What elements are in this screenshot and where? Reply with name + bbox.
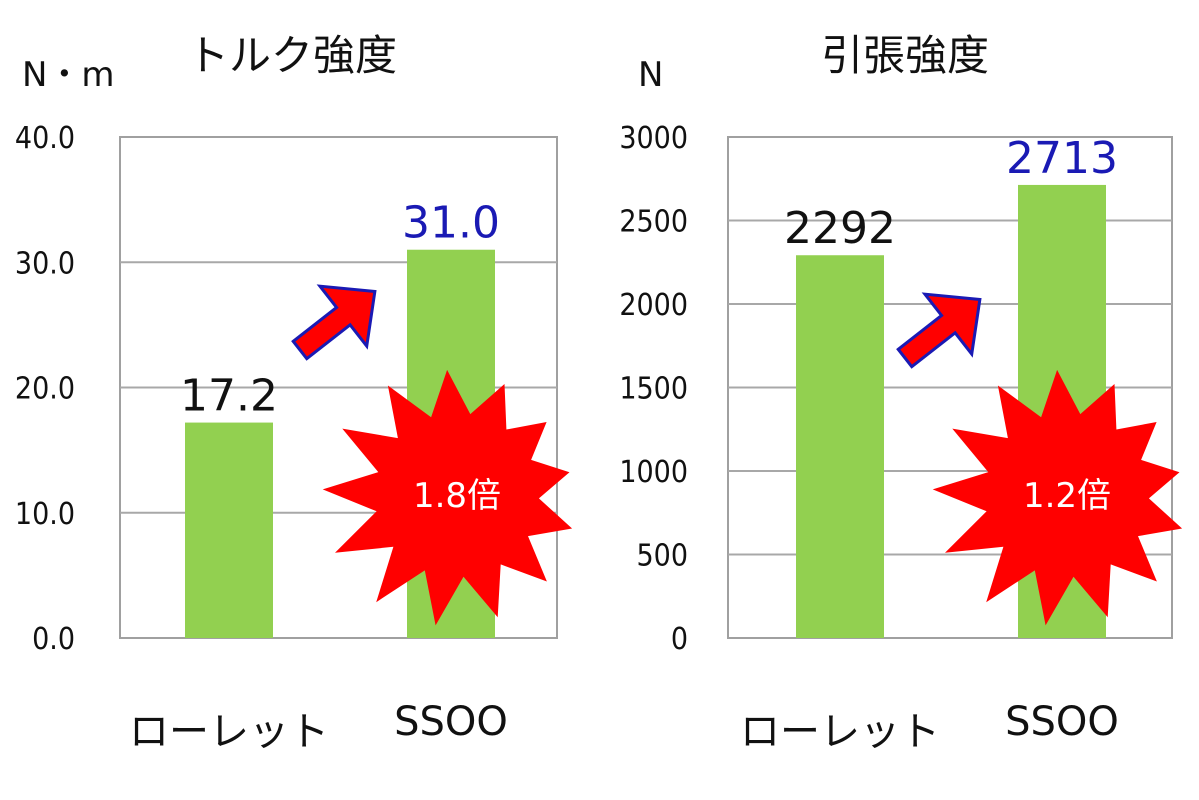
- starburst-icon: [322, 369, 573, 626]
- category-label: ローレット: [129, 709, 329, 755]
- arrow-shape: [291, 284, 377, 361]
- chart-title: 引張強度: [821, 31, 989, 80]
- callout-burst: 1.2倍: [932, 369, 1183, 626]
- y-axis-unit: N: [638, 55, 663, 95]
- y-tick-label: 30.0: [15, 246, 75, 281]
- starburst-icon: [932, 369, 1183, 626]
- category-label: SSOO: [1005, 699, 1119, 745]
- data-label: 2292: [784, 203, 896, 254]
- y-tick-label: 10.0: [15, 497, 75, 532]
- y-tick-label: 0.0: [32, 622, 75, 657]
- y-tick-label: 0: [671, 622, 688, 657]
- y-tick-label: 1500: [619, 372, 688, 407]
- bar: [185, 422, 273, 638]
- y-tick-label: 1000: [619, 455, 688, 490]
- data-label: 17.2: [180, 371, 278, 422]
- category-label: ローレット: [740, 709, 940, 755]
- arrow-icon: [291, 284, 377, 361]
- chart-title: トルク強度: [187, 31, 397, 80]
- category-label: SSOO: [394, 699, 508, 745]
- y-tick-label: 40.0: [15, 121, 75, 156]
- callout-burst: 1.8倍: [322, 369, 573, 626]
- y-tick-label: 2500: [619, 205, 688, 240]
- y-tick-label: 2000: [619, 288, 688, 323]
- torque-chart: 0.0 10.0 20.0 30.0 40.0 17.2 31.0 ローレット SSOO ト…: [15, 31, 573, 755]
- callout-text: 1.8倍: [413, 476, 501, 516]
- data-label: 31.0: [402, 198, 500, 249]
- y-tick-label: 3000: [619, 121, 688, 156]
- y-axis-unit: N・m: [22, 55, 115, 95]
- bar: [796, 255, 884, 638]
- y-tick-label: 500: [636, 539, 688, 574]
- tensile-chart: 0 500 1000 1500 2000 2500 3000 2292 2713 ローレット S…: [619, 31, 1183, 755]
- y-tick-label: 20.0: [15, 372, 75, 407]
- callout-text: 1.2倍: [1023, 476, 1111, 516]
- arrow-shape: [896, 292, 982, 369]
- arrow-icon: [896, 292, 982, 369]
- data-label: 2713: [1006, 133, 1118, 184]
